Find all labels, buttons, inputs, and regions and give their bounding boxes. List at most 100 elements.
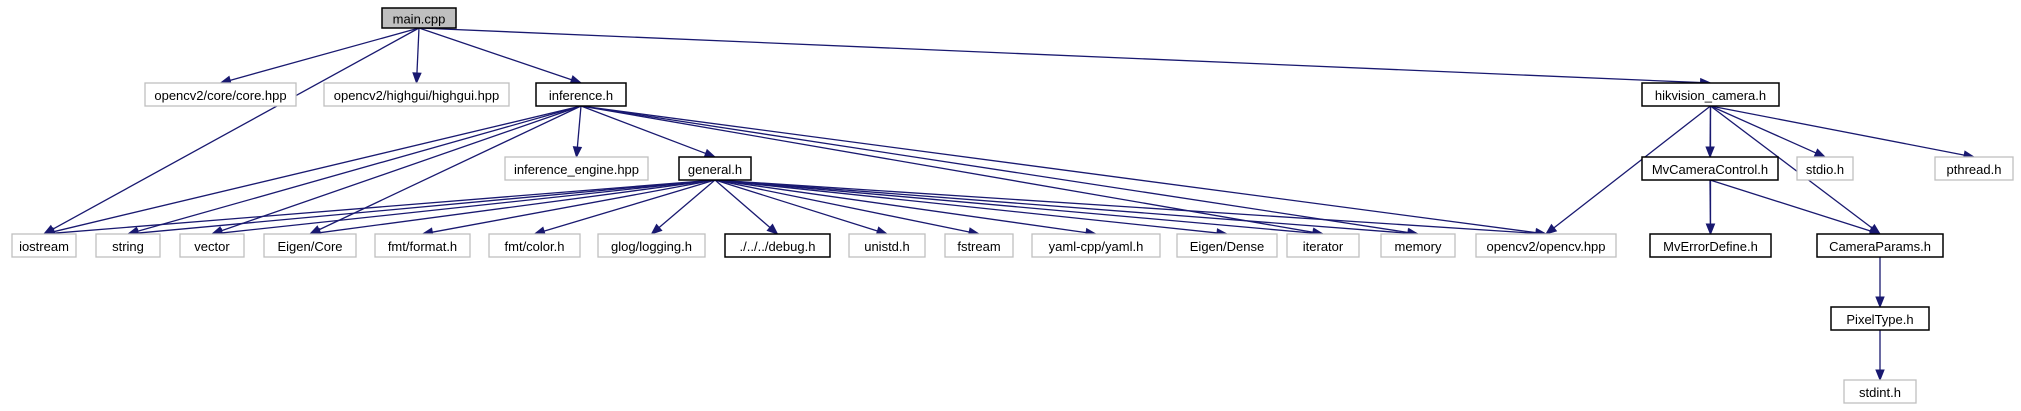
node-box-camparams[interactable] [1816, 233, 1944, 258]
edge-general-to-unistd [714, 179, 878, 232]
edge-general-to-eigen_dense [714, 179, 1218, 234]
node-box-fmt_format [374, 233, 471, 258]
arrowhead-general-to-glog [650, 223, 663, 235]
node-box-fmt_color [488, 233, 581, 258]
node-label-general: general.h [688, 162, 742, 177]
node-stdio: stdio.h [1796, 156, 1854, 181]
edge-general-to-memory [714, 179, 1409, 234]
edge-main-to-core_hpp [229, 27, 420, 81]
node-yaml: yaml-cpp/yaml.h [1031, 233, 1161, 258]
node-label-core_hpp: opencv2/core/core.hpp [154, 88, 286, 103]
node-label-fmt_format: fmt/format.h [388, 239, 457, 254]
node-label-inference_engine: inference_engine.hpp [514, 162, 639, 177]
node-label-iterator: iterator [1303, 239, 1344, 254]
edge-inference_h-to-general [580, 105, 706, 155]
node-main[interactable]: main.cpp [381, 7, 457, 29]
edge-general-to-string [137, 179, 716, 234]
node-mvcc[interactable]: MvCameraControl.h [1641, 156, 1779, 181]
node-memory: memory [1380, 233, 1456, 258]
node-string: string [95, 233, 161, 258]
node-core_hpp: opencv2/core/core.hpp [144, 82, 297, 107]
node-box-vector [179, 233, 245, 258]
edge-hikvision-to-pthread [1710, 105, 1965, 156]
edge-inference_h-to-inference_engine [576, 105, 582, 148]
node-inference_h[interactable]: inference.h [535, 82, 627, 107]
node-label-fmt_color: fmt/color.h [505, 239, 565, 254]
node-label-pthread: pthread.h [1947, 162, 2002, 177]
edge-general-to-vector [221, 179, 716, 234]
node-label-stdint: stdint.h [1859, 385, 1901, 400]
node-label-stdio: stdio.h [1806, 162, 1844, 177]
node-opencv_hpp: opencv2/opencv.hpp [1475, 233, 1617, 258]
node-hikvision[interactable]: hikvision_camera.h [1641, 82, 1780, 107]
node-box-mvcc[interactable] [1641, 156, 1779, 181]
arrowhead-main-to-highgui [412, 72, 422, 85]
node-fmt_color: fmt/color.h [488, 233, 581, 258]
node-box-fstream [944, 233, 1014, 258]
edge-general-to-debug [714, 179, 771, 228]
node-label-mverr: MvErrorDefine.h [1663, 239, 1758, 254]
edge-inference_h-to-opencv_hpp [580, 105, 1537, 234]
node-box-memory [1380, 233, 1456, 258]
edge-general-to-fmt_format [432, 179, 716, 233]
node-box-pixeltype[interactable] [1830, 306, 1930, 331]
node-box-eigen_core [263, 233, 357, 258]
node-label-pixeltype: PixelType.h [1846, 312, 1913, 327]
edge-general-to-fmt_color [543, 179, 716, 232]
node-label-vector: vector [194, 239, 230, 254]
node-iostream: iostream [11, 233, 77, 258]
node-box-stdint [1843, 379, 1917, 404]
node-eigen_core: Eigen/Core [263, 233, 357, 258]
edge-main-to-iostream [52, 27, 420, 230]
arrowhead-hikvision-to-opencv_hpp [1544, 223, 1558, 235]
node-label-eigen_dense: Eigen/Dense [1190, 239, 1264, 254]
node-box-inference_h[interactable] [535, 82, 627, 107]
node-label-fstream: fstream [957, 239, 1000, 254]
node-label-memory: memory [1395, 239, 1442, 254]
node-eigen_dense: Eigen/Dense [1176, 233, 1278, 258]
arrowhead-inference_h-to-general [703, 148, 717, 158]
arrowhead-mvcc-to-mverr [1705, 223, 1716, 236]
edge-general-to-fstream [714, 179, 970, 233]
node-label-mvcc: MvCameraControl.h [1652, 162, 1768, 177]
node-label-main: main.cpp [393, 12, 446, 27]
node-general[interactable]: general.h [678, 156, 752, 181]
edge-hikvision-to-stdio [1710, 105, 1817, 154]
edge-hikvision-to-opencv_hpp [1553, 105, 1711, 229]
nodes-layer: main.cpp iostream opencv2/core/core.hpp ope… [11, 7, 2014, 404]
node-box-mverr[interactable] [1649, 233, 1772, 258]
node-box-debug[interactable] [724, 233, 831, 258]
node-fstream: fstream [944, 233, 1014, 258]
node-box-main[interactable] [381, 7, 457, 29]
node-debug[interactable]: ./../../debug.h [724, 233, 831, 258]
edge-mvcc-to-camparams [1709, 179, 1871, 232]
edge-inference_h-to-memory [580, 105, 1409, 234]
node-label-inference_h: inference.h [549, 88, 613, 103]
arrowhead-hikvision-to-stdio [1813, 148, 1827, 158]
edge-general-to-glog [658, 179, 716, 229]
node-label-hikvision: hikvision_camera.h [1655, 88, 1766, 103]
node-label-highgui: opencv2/highgui/highgui.hpp [334, 88, 500, 103]
node-box-general[interactable] [678, 156, 752, 181]
node-label-unistd: unistd.h [864, 239, 910, 254]
edge-general-to-iostream [53, 179, 716, 234]
node-box-iterator [1286, 233, 1360, 258]
node-box-hikvision[interactable] [1641, 82, 1780, 107]
edge-main-to-hikvision [418, 27, 1701, 84]
node-box-unistd [848, 233, 926, 258]
node-box-opencv_hpp [1475, 233, 1617, 258]
edge-inference_h-to-eigen_core [318, 105, 582, 231]
edge-general-to-eigen_core [319, 179, 716, 234]
edge-general-to-opencv_hpp [714, 179, 1537, 235]
arrowhead-camparams-to-pixeltype [1875, 296, 1885, 309]
arrowhead-general-to-debug [766, 223, 779, 235]
node-box-highgui [323, 82, 510, 107]
node-mverr[interactable]: MvErrorDefine.h [1649, 233, 1772, 258]
node-inference_engine: inference_engine.hpp [504, 156, 649, 181]
node-pixeltype[interactable]: PixelType.h [1830, 306, 1930, 331]
node-box-pthread [1934, 156, 2014, 181]
node-box-core_hpp [144, 82, 297, 107]
node-camparams[interactable]: CameraParams.h [1816, 233, 1944, 258]
edge-hikvision-to-camparams [1710, 105, 1873, 229]
